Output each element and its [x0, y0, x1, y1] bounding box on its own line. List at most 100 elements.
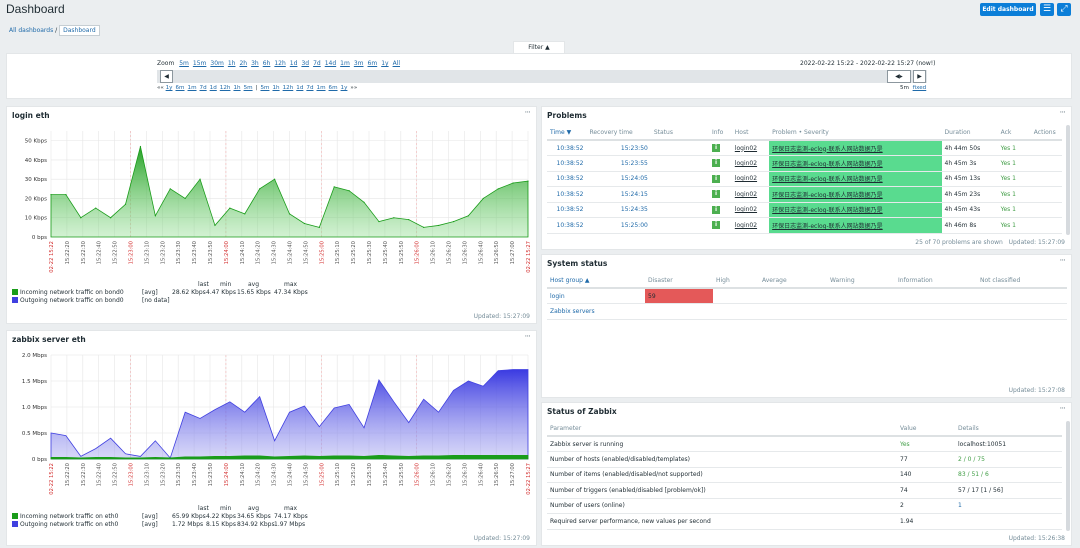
zoom-option[interactable]: 3h	[251, 60, 259, 67]
zoom-option[interactable]: 12h	[274, 60, 286, 67]
column-header[interactable]: Info	[708, 125, 732, 141]
problem-severity[interactable]: 环保日志监测-eclog-联系人网站数据乃是	[769, 171, 942, 187]
time-slider[interactable]	[157, 70, 927, 83]
disaster-count[interactable]: 59	[645, 288, 713, 304]
widget-menu-icon[interactable]: ···	[1059, 256, 1066, 266]
problem-time[interactable]: 10:38:52	[547, 155, 587, 172]
zoom-option[interactable]: 2h	[239, 60, 248, 67]
recovery-time[interactable]: 15:25:00	[586, 217, 651, 234]
problem-time[interactable]: 10:38:52	[547, 217, 587, 234]
info-icon[interactable]: i	[711, 174, 720, 183]
info-icon[interactable]: i	[711, 221, 720, 230]
zoom-option[interactable]: 3m	[353, 60, 364, 67]
zoom-option[interactable]: 6h	[262, 60, 271, 67]
zoom-option[interactable]: 15m	[192, 60, 207, 67]
nav-option[interactable]: 6m	[175, 85, 185, 91]
problem-severity[interactable]: 环保日志监测-eclog-联系人网站数据乃是	[769, 140, 942, 156]
column-header[interactable]: Duration	[941, 125, 998, 141]
zoom-option[interactable]: All	[392, 60, 401, 67]
fullscreen-icon[interactable]: ⤢	[1057, 3, 1071, 16]
nav-option[interactable]: 1h	[272, 85, 280, 91]
info-icon[interactable]: i	[711, 190, 720, 199]
recovery-time[interactable]: 15:24:35	[586, 202, 651, 218]
problem-ack[interactable]: Yes 1	[997, 217, 1031, 234]
breadcrumb-current[interactable]: Dashboard	[59, 25, 100, 36]
problem-host[interactable]: login02	[731, 155, 770, 172]
info-icon[interactable]: i	[711, 205, 720, 214]
problem-severity[interactable]: 环保日志监测-eclog-联系人网站数据乃是	[769, 186, 942, 203]
widget-menu-icon[interactable]: ···	[1059, 108, 1066, 118]
nav-option[interactable]: 7d	[306, 85, 314, 91]
zoom-option[interactable]: 1m	[340, 60, 350, 67]
nav-option[interactable]: 1d	[296, 85, 304, 91]
zoom-option[interactable]: 3d	[301, 60, 310, 67]
column-header[interactable]: Time ▼	[547, 125, 587, 141]
menu-icon[interactable]: ☰	[1040, 3, 1054, 16]
zoom-option[interactable]: 7d	[313, 60, 321, 67]
zoom-option[interactable]: 6m	[367, 60, 378, 67]
column-header[interactable]: Host group ▲	[547, 273, 645, 289]
column-header[interactable]: Host	[731, 125, 770, 141]
nav-option[interactable]: 5m	[260, 85, 270, 91]
problem-severity[interactable]: 环保日志监测-eclog-联系人网站数据乃是	[769, 217, 942, 234]
problem-time[interactable]: 10:38:52	[547, 186, 587, 203]
column-header[interactable]: Recovery time	[586, 125, 651, 141]
info-icon[interactable]: i	[711, 144, 720, 152]
problem-severity[interactable]: 环保日志监测-eclog-联系人网站数据乃是	[769, 155, 942, 172]
host-group[interactable]: login	[547, 288, 645, 304]
nav-option[interactable]: 1m	[187, 85, 197, 91]
column-header[interactable]: Actions	[1030, 125, 1062, 141]
breadcrumb-all-dashboards[interactable]: All dashboards	[9, 27, 54, 34]
zoom-option[interactable]: 1d	[289, 60, 298, 67]
nav-option[interactable]: 12h	[282, 85, 294, 91]
problem-host[interactable]: login02	[731, 140, 770, 156]
problem-ack[interactable]: Yes 1	[997, 186, 1031, 203]
zoom-option[interactable]: 1h	[227, 60, 236, 67]
recovery-time[interactable]: 15:24:05	[586, 171, 651, 187]
fixed-toggle[interactable]: fixed	[912, 85, 927, 91]
nav-prev[interactable]: ««	[157, 85, 166, 91]
nav-option[interactable]: 12h	[219, 85, 231, 91]
problem-time[interactable]: 10:38:52	[547, 202, 587, 218]
widget-menu-icon[interactable]: ···	[524, 332, 531, 342]
problem-host[interactable]: login02	[731, 171, 770, 187]
scrollbar[interactable]	[1066, 125, 1070, 235]
nav-option[interactable]: 1y	[340, 85, 348, 91]
nav-option[interactable]: 7d	[199, 85, 207, 91]
nav-option[interactable]: 6m	[328, 85, 338, 91]
problem-host[interactable]: login02	[731, 202, 770, 218]
filter-tab[interactable]: Filter ▲	[513, 41, 565, 54]
host-group[interactable]: Zabbix servers	[547, 303, 645, 320]
problem-ack[interactable]: Yes 1	[997, 155, 1031, 172]
problem-host[interactable]: login02	[731, 217, 770, 234]
problem-ack[interactable]: Yes 1	[997, 171, 1031, 187]
problem-ack[interactable]: Yes 1	[997, 202, 1031, 218]
widget-menu-icon[interactable]: ···	[1059, 404, 1066, 414]
nav-next[interactable]: »»	[350, 85, 358, 91]
column-header[interactable]: Ack	[997, 125, 1031, 141]
problem-host[interactable]: login02	[731, 186, 770, 203]
problem-time[interactable]: 10:38:52	[547, 140, 587, 156]
slider-right-button[interactable]: ▶	[913, 70, 926, 83]
nav-option[interactable]: 1m	[316, 85, 326, 91]
info-icon[interactable]: i	[711, 159, 720, 168]
slider-left-button[interactable]: ◀	[160, 70, 173, 83]
scrollbar[interactable]	[1066, 421, 1070, 531]
problem-severity[interactable]: 环保日志监测-eclog-联系人网站数据乃是	[769, 202, 942, 218]
nav-option[interactable]: 1y	[165, 85, 173, 91]
column-header[interactable]: Status	[650, 125, 709, 141]
recovery-time[interactable]: 15:24:15	[586, 186, 651, 203]
zoom-out-button[interactable]: ◀▸	[887, 70, 911, 83]
problem-time[interactable]: 10:38:52	[547, 171, 587, 187]
recovery-time[interactable]: 15:23:50	[586, 140, 651, 156]
zoom-option[interactable]: 14d	[324, 60, 337, 67]
problem-ack[interactable]: Yes 1	[997, 140, 1031, 156]
nav-option[interactable]: 5m	[243, 85, 253, 91]
zoom-option[interactable]: 1y	[381, 60, 389, 67]
column-header[interactable]: Problem • Severity	[769, 125, 942, 141]
zoom-option[interactable]: 30m	[210, 60, 224, 67]
recovery-time[interactable]: 15:23:55	[586, 155, 651, 172]
nav-option[interactable]: 1h	[233, 85, 241, 91]
nav-option[interactable]: 1d	[209, 85, 217, 91]
zoom-option[interactable]: 5m	[179, 60, 189, 67]
